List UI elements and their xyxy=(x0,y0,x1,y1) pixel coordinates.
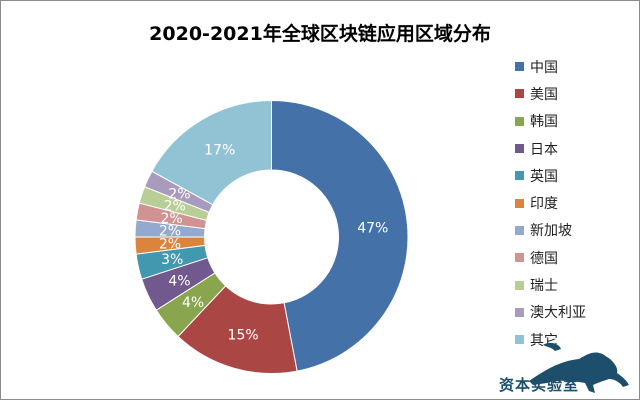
data-label-2: 4% xyxy=(182,295,204,311)
watermark-text: 资本实验室 xyxy=(499,376,580,394)
legend-label: 韩国 xyxy=(530,114,558,131)
legend-swatch xyxy=(515,335,524,345)
legend-swatch xyxy=(515,62,524,72)
legend-item: 日本 xyxy=(515,135,586,162)
data-label-4: 3% xyxy=(161,252,183,268)
legend-item: 德国 xyxy=(515,244,586,271)
legend-swatch xyxy=(515,307,524,317)
legend-item: 英国 xyxy=(515,162,586,189)
legend-label: 澳大利亚 xyxy=(530,305,586,322)
legend-swatch xyxy=(515,280,524,290)
legend-item: 韩国 xyxy=(515,108,586,135)
leopard-logo-icon xyxy=(529,342,629,393)
legend-label: 中国 xyxy=(530,59,558,76)
data-label-1: 15% xyxy=(228,328,259,344)
donut-slice-0 xyxy=(271,99,409,372)
legend-item: 美国 xyxy=(515,80,586,107)
legend-label: 印度 xyxy=(530,196,558,213)
data-label-6: 2% xyxy=(159,224,181,240)
chart-title: 2020-2021年全球区块链应用区域分布 xyxy=(149,23,491,45)
legend: 中国 美国 韩国 日本 英国 印度 新加坡 德国 瑞士 澳大利亚 其它 xyxy=(515,53,586,353)
data-label-7: 2% xyxy=(160,211,182,227)
data-label-0: 47% xyxy=(357,220,388,236)
legend-swatch xyxy=(515,116,524,126)
legend-item: 瑞士 xyxy=(515,271,586,298)
data-label-10: 17% xyxy=(204,142,235,158)
legend-label: 美国 xyxy=(530,86,558,103)
data-label-9: 2% xyxy=(168,187,190,203)
legend-label: 瑞士 xyxy=(530,278,558,295)
legend-swatch xyxy=(515,198,524,208)
legend-item: 印度 xyxy=(515,189,586,216)
legend-swatch xyxy=(515,171,524,181)
data-label-3: 4% xyxy=(168,273,190,289)
legend-swatch xyxy=(515,89,524,99)
data-label-5: 2% xyxy=(159,236,181,252)
legend-label: 德国 xyxy=(530,250,558,267)
legend-label: 日本 xyxy=(530,141,558,158)
legend-item: 新加坡 xyxy=(515,217,586,244)
data-label-8: 2% xyxy=(164,199,186,215)
legend-swatch xyxy=(515,225,524,235)
legend-swatch xyxy=(515,144,524,154)
donut-slice-10 xyxy=(151,99,272,206)
legend-swatch xyxy=(515,253,524,263)
legend-label: 英国 xyxy=(530,168,558,185)
legend-label: 新加坡 xyxy=(530,223,572,240)
legend-item: 澳大利亚 xyxy=(515,299,586,326)
legend-item: 中国 xyxy=(515,53,586,80)
